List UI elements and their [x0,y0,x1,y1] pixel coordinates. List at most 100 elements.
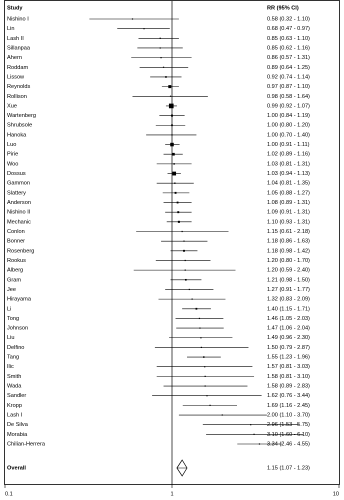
study-label: Delfino [7,345,24,351]
rr-label: 1.21 (0.98 - 1.50) [267,277,310,283]
point-estimate [173,163,175,165]
study-label: Ahern [7,55,22,61]
rr-label: 1.05 (0.88 - 1.27) [267,190,310,196]
rr-label: 1.18 (0.98 - 1.42) [267,248,310,254]
point-estimate [160,57,162,59]
rr-label: 0.85 (0.62 - 1.16) [267,45,310,51]
point-estimate [176,201,179,204]
point-estimate [221,414,223,416]
point-estimate [203,356,205,358]
point-estimate [184,269,186,271]
rr-label: 0.92 (0.74 - 1.14) [267,74,310,80]
point-estimate [253,433,255,435]
rr-label: 1.00 (0.70 - 1.40) [267,132,310,138]
point-estimate [195,307,198,310]
rr-label: 1.20 (0.80 - 1.70) [267,258,310,264]
study-label: Johnson [7,326,28,332]
study-label: Mechanic [7,219,31,225]
rr-label: 2.00 (1.10 - 3.70) [267,413,310,419]
point-estimate [204,385,206,387]
point-estimate [183,240,185,242]
point-estimate [198,317,201,320]
rr-label: 0.58 (0.32 - 1.10) [267,16,310,22]
rr-label: 1.00 (0.84 - 1.19) [267,113,310,119]
study-label: Rosenberg [7,248,34,254]
point-estimate [188,288,190,291]
rr-label: 1.32 (0.83 - 2.09) [267,297,310,303]
study-label: Tang [7,355,19,361]
rr-label: 1.40 (1.15 - 1.71) [267,306,310,312]
study-label: Jee [7,287,16,293]
point-estimate [250,424,252,426]
point-estimate [159,37,161,39]
study-label: Lin [7,26,14,32]
rr-label: 1.10 (0.93 - 1.31) [267,219,310,225]
point-estimate [177,211,180,214]
rr-label: 0.97 (0.87 - 1.10) [267,84,310,90]
rr-label: 0.68 (0.47 - 0.97) [267,26,310,32]
study-label: Lissow [7,74,25,80]
study-label: Lash I [7,413,23,419]
study-label: Kropp [7,403,22,409]
study-label: Ilic [7,364,14,370]
point-estimate [206,395,208,397]
x-tick-label: 10 [333,491,339,497]
point-estimate [172,171,177,176]
point-estimate [200,337,202,339]
rr-label: 3.34 (2.46 - 4.55) [267,441,310,447]
study-label: De Silva [7,422,29,428]
point-estimate [199,327,201,329]
rr-label: 1.58 (0.81 - 3.10) [267,374,310,380]
study-label: Conlon [7,229,25,235]
study-label: Alberg [7,268,23,274]
rr-label: 1.18 (0.86 - 1.63) [267,239,310,245]
point-estimate [177,220,180,223]
rr-label: 1.69 (1.16 - 2.45) [267,403,310,409]
point-estimate [191,298,193,300]
rr-label: 1.00 (0.91 - 1.11) [267,142,310,148]
x-tick-label: 0.1 [5,491,13,497]
point-estimate [204,366,206,368]
study-label: Bonner [7,239,25,245]
rr-label: 1.47 (1.06 - 2.04) [267,326,310,332]
rr-label: 1.50 (0.79 - 2.87) [267,345,310,351]
study-label: Sandler [7,393,26,399]
study-label: Sillanpaa [7,45,31,51]
study-label: Tong [7,316,19,322]
study-label: Gram [7,277,21,283]
rr-label: 1.49 (0.96 - 2.30) [267,335,310,341]
rr-label: 0.86 (0.57 - 1.31) [267,55,310,61]
study-label: Gammon [7,181,30,187]
point-estimate [183,249,185,252]
study-label: Nishino II [7,210,31,216]
point-estimate [165,76,167,78]
point-estimate [168,103,174,109]
rr-label: 1.15 (1.07 - 1.23) [267,465,310,471]
study-label: Nishino I [7,16,29,22]
column-header: RR (95% CI) [267,5,299,11]
rr-label: 1.00 (0.80 - 1.20) [267,123,310,129]
rr-label: 1.09 (0.91 - 1.31) [267,210,310,216]
study-label: Luo [7,142,16,148]
rr-label: 0.89 (0.64 - 1.25) [267,65,310,71]
rr-label: 1.55 (1.23 - 1.96) [267,355,310,361]
rr-label: 1.02 (0.89 - 1.16) [267,152,310,158]
study-label: Anderson [7,200,31,206]
rr-label: 0.98 (0.58 - 1.64) [267,94,310,100]
rr-label: 1.57 (0.81 - 3.03) [267,364,310,370]
study-label: Woo [7,161,18,167]
study-label: Slattery [7,190,26,196]
point-estimate [204,375,206,377]
study-label: Dossus [7,171,26,177]
point-estimate [174,191,177,194]
study-label: Li [7,306,11,312]
study-label: Pirie [7,152,18,158]
rr-label: 0.99 (0.92 - 1.07) [267,103,310,109]
x-tick-label: 1 [170,491,173,497]
point-estimate [169,95,172,97]
point-estimate [258,443,261,445]
point-estimate [131,18,134,20]
study-label: Lash II [7,36,24,42]
point-estimate [172,152,175,156]
